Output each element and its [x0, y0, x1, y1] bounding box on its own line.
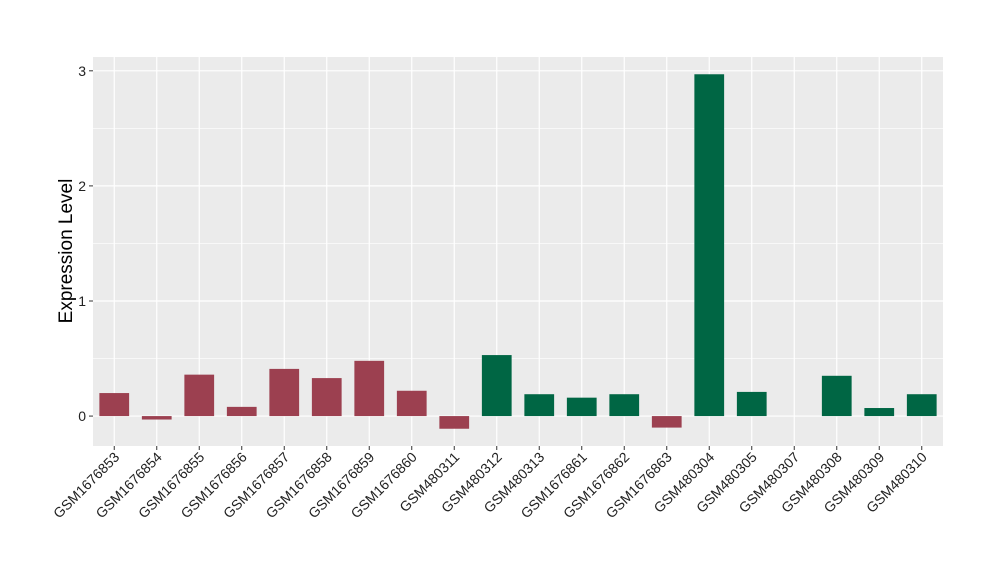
plot-panel	[93, 57, 943, 446]
y-tick-label: 0	[78, 408, 86, 424]
bar-GSM480312	[481, 355, 512, 417]
bar-GSM480311	[439, 416, 470, 429]
bar-GSM1676862	[609, 394, 640, 417]
y-tick-label: 2	[78, 178, 86, 194]
x-axis: GSM1676853GSM1676854GSM1676855GSM1676856…	[50, 446, 930, 521]
bar-GSM1676859	[354, 360, 385, 417]
bar-GSM1676858	[311, 378, 342, 417]
bar-GSM1676855	[184, 374, 215, 417]
bar-GSM480310	[906, 394, 937, 417]
bar-GSM480308	[821, 375, 852, 417]
bars	[99, 74, 937, 429]
bar-GSM1676860	[396, 390, 427, 417]
bar-GSM1676854	[141, 416, 172, 420]
bar-GSM1676861	[566, 397, 597, 417]
bar-GSM480305	[736, 391, 767, 417]
bar-GSM1676857	[269, 368, 300, 417]
bar-GSM480309	[864, 408, 895, 417]
y-axis-title: Expression Level	[56, 179, 77, 324]
bar-GSM480304	[694, 74, 725, 417]
y-tick-label: 3	[78, 63, 86, 79]
bar-GSM1676863	[651, 416, 682, 428]
bar-GSM480313	[524, 394, 555, 417]
bar-GSM1676856	[226, 406, 257, 417]
bar-GSM1676853	[99, 393, 130, 417]
y-axis: 0 1 2 3	[78, 63, 93, 424]
y-tick-label: 1	[78, 293, 86, 309]
